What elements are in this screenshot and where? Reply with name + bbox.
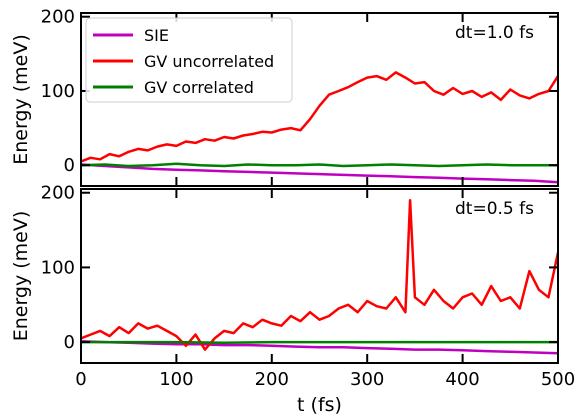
series-line-sie — [81, 163, 558, 184]
y-axis-label: Energy (meV) — [10, 34, 32, 165]
legend: SIE GV uncorrelated GV correlated — [85, 17, 293, 103]
plot-frame — [80, 12, 559, 187]
legend-label-gv-correlated: GV correlated — [144, 78, 254, 97]
series-line-gv-correlated — [81, 162, 558, 168]
top-panel: 0 100 200 Energy (meV) dt=1.0 fs SIE GV uncorr… — [10, 7, 559, 187]
series-line-gv-uncorrelated — [81, 198, 558, 351]
bottom-panel: 0 100 200 300 400 500 0 100 200 Energy (meV) t (fs… — [10, 183, 575, 416]
timestep-annotation: dt=1.0 fs — [455, 23, 534, 43]
series-line-gv-correlated — [81, 340, 558, 345]
plot-frame — [80, 188, 559, 364]
series-group — [81, 71, 558, 184]
series-group — [81, 198, 558, 355]
series-line-sie — [81, 340, 558, 355]
x-tick-label: 200 — [255, 369, 289, 390]
x-tick-label: 100 — [159, 369, 193, 390]
x-axis-label: t (fs) — [297, 394, 342, 416]
series-line-gv-uncorrelated — [81, 71, 558, 163]
y-tick-label: 100 — [41, 257, 75, 278]
x-tick-label: 400 — [445, 369, 479, 390]
y-tick-label: 100 — [41, 81, 75, 102]
y-axis-label: Energy (meV) — [10, 211, 32, 342]
x-tick-label: 300 — [350, 369, 384, 390]
legend-box — [85, 17, 293, 103]
y-tick-label: 200 — [41, 183, 75, 204]
x-tick-label: 0 — [75, 369, 86, 390]
y-tick-label: 0 — [64, 155, 75, 176]
legend-label-gv-uncorrelated: GV uncorrelated — [144, 52, 274, 71]
legend-label-sie: SIE — [144, 26, 169, 45]
timestep-annotation: dt=0.5 fs — [455, 199, 534, 219]
y-tick-label: 0 — [64, 332, 75, 353]
y-tick-label: 200 — [41, 7, 75, 28]
x-tick-label: 500 — [541, 369, 575, 390]
